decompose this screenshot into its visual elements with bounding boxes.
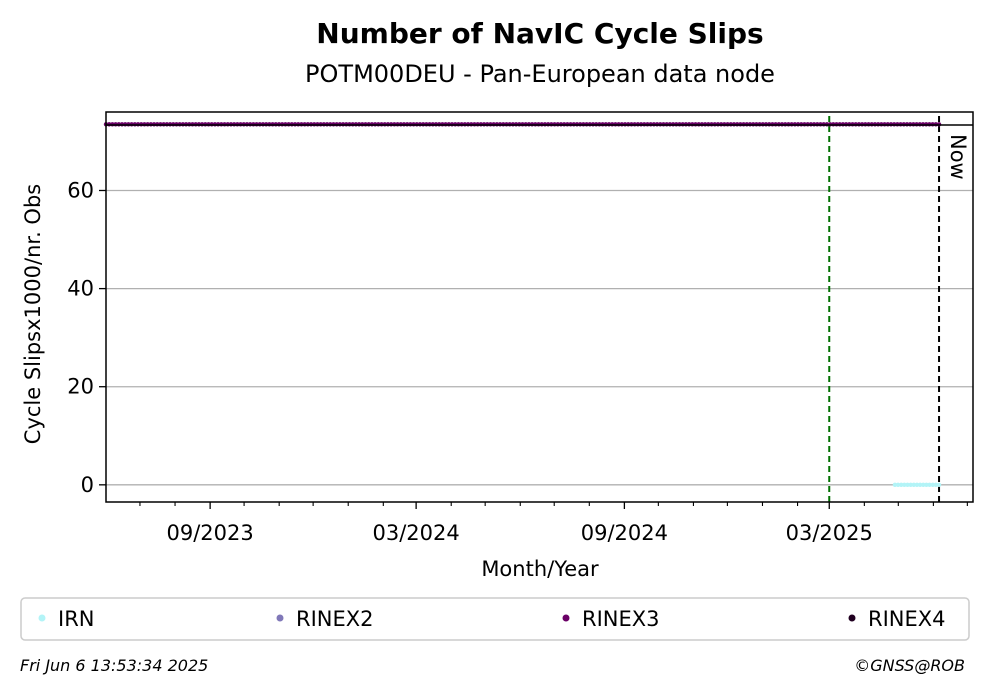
y-tick-label: 20 bbox=[67, 375, 94, 399]
point-irn bbox=[914, 482, 920, 488]
y-grid bbox=[106, 189, 973, 486]
point-irn bbox=[911, 482, 917, 488]
x-tick-label: 09/2023 bbox=[167, 521, 254, 545]
footer-credit: ©GNSS@ROB bbox=[854, 656, 965, 675]
point-irn bbox=[902, 482, 907, 488]
point-irn bbox=[895, 482, 901, 488]
point-irn bbox=[905, 482, 910, 488]
legend-label-irn: IRN bbox=[58, 607, 95, 631]
x-axis-label: Month/Year bbox=[481, 557, 599, 581]
chart-title: Number of NavIC Cycle Slips bbox=[316, 17, 763, 50]
point-irn bbox=[899, 482, 904, 488]
legend-marker-rinex4 bbox=[848, 614, 856, 622]
footer-timestamp: Fri Jun 6 13:53:34 2025 bbox=[20, 656, 209, 675]
y-axis-ticks: 0 20 40 60 bbox=[67, 178, 106, 497]
legend-marker-rinex3 bbox=[562, 614, 570, 622]
x-axis-ticks: 09/2023 03/2024 09/2024 03/2025 bbox=[139, 502, 968, 545]
legend-label-rinex4: RINEX4 bbox=[868, 607, 946, 631]
legend-label-rinex2: RINEX2 bbox=[296, 607, 374, 631]
legend-label-rinex3: RINEX3 bbox=[582, 607, 660, 631]
x-tick-label: 03/2024 bbox=[373, 521, 460, 545]
legend-box bbox=[20, 597, 970, 641]
y-tick-label: 0 bbox=[81, 473, 94, 497]
point-irn bbox=[930, 482, 935, 488]
y-tick-label: 60 bbox=[67, 178, 94, 202]
y-tick-label: 40 bbox=[67, 277, 94, 301]
point-irn bbox=[917, 482, 923, 488]
legend-marker-irn bbox=[38, 614, 46, 622]
legend: IRN RINEX2 RINEX3 RINEX4 bbox=[38, 607, 946, 631]
point-irn bbox=[927, 482, 932, 488]
point-irn bbox=[924, 482, 929, 488]
x-tick-label: 03/2025 bbox=[786, 521, 873, 545]
point-irn bbox=[936, 482, 942, 488]
y-axis-label: Cycle Slipsx1000/nr. Obs bbox=[21, 184, 45, 444]
point-irn bbox=[892, 482, 898, 488]
chart-subtitle: POTM00DEU - Pan-European data node bbox=[305, 60, 775, 88]
point-irn bbox=[921, 482, 926, 488]
legend-marker-rinex2 bbox=[276, 614, 284, 622]
x-tick-label: 09/2024 bbox=[581, 521, 668, 545]
vertical-markers: Now bbox=[828, 116, 970, 502]
point-irn bbox=[908, 482, 913, 488]
plot-frame bbox=[105, 111, 974, 503]
data-series bbox=[103, 122, 942, 488]
marker-label: Now bbox=[946, 134, 970, 180]
point-irn bbox=[933, 482, 939, 488]
